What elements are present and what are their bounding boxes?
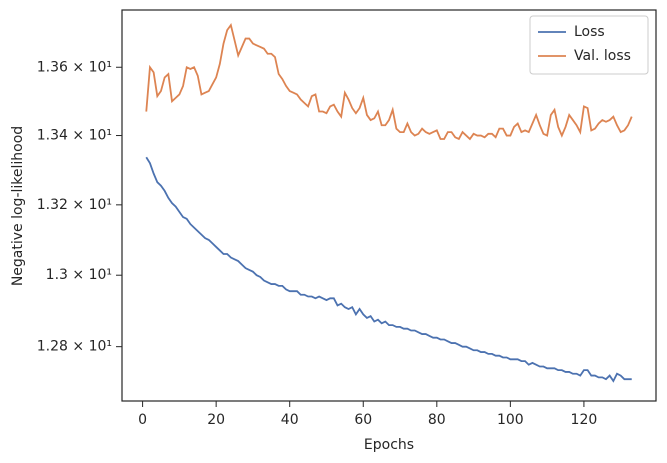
x-axis-label: Epochs: [364, 437, 414, 453]
legend-box: [529, 15, 649, 75]
x-tick-label: 80: [428, 412, 446, 428]
legend-label: Val. loss: [574, 48, 631, 64]
x-tick-label: 60: [354, 412, 372, 428]
legend-label: Loss: [574, 24, 605, 40]
x-tick-label: 40: [281, 412, 299, 428]
plot-frame: [121, 9, 657, 402]
y-tick-label: 1.36 × 10¹: [37, 59, 112, 75]
y-tick-label: 1.28 × 10¹: [37, 339, 112, 355]
y-tick-label: 1.32 × 10¹: [37, 197, 112, 213]
legend: Loss Val. loss: [529, 15, 649, 75]
x-tick-label: 120: [571, 412, 598, 428]
x-tick-label: 100: [497, 412, 524, 428]
y-axis-label: Negative log-likelihood: [10, 126, 26, 286]
y-tick-label: 1.34 × 10¹: [37, 128, 112, 144]
y-tick-label: 1.3 × 10¹: [46, 267, 112, 283]
x-tick-label: 0: [138, 412, 147, 428]
line-series: [145, 156, 632, 383]
x-tick-label: 20: [207, 412, 225, 428]
line-series: [145, 22, 633, 141]
